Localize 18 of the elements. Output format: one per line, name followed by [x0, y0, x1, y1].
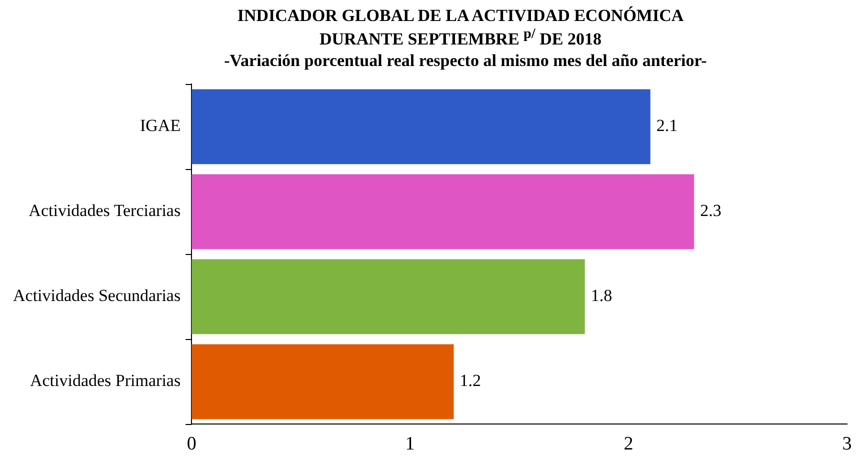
data-label: 1.8	[590, 286, 612, 305]
x-tick-label: 0	[186, 433, 196, 454]
chart-subtitle: -Variación porcentual real respecto al mismo mes del año anterior-	[223, 50, 708, 71]
chart-title: INDICADOR GLOBAL DE LA ACTIVIDAD ECONÓMICA DURANTE SEPTIEMBRE $^{p/}$ DE 2018	[236, 6, 685, 49]
y-tick-label: IGAE	[140, 116, 181, 135]
data-label: 2.1	[656, 116, 678, 135]
bar	[192, 344, 454, 419]
y-tick-label: Actividades Primarias	[30, 370, 181, 390]
data-label: 1.2	[460, 370, 481, 390]
x-tick-label: 1	[405, 433, 415, 454]
bar	[192, 174, 694, 249]
y-tick-label: Actividades Terciarias	[28, 200, 181, 220]
bar	[192, 258, 585, 334]
bar	[192, 88, 650, 164]
x-tick-label: 3	[842, 433, 852, 454]
y-tick-label: Actividades Secundarias	[12, 286, 181, 305]
data-label: 2.3	[700, 200, 722, 220]
x-tick-label: 2	[624, 433, 634, 454]
